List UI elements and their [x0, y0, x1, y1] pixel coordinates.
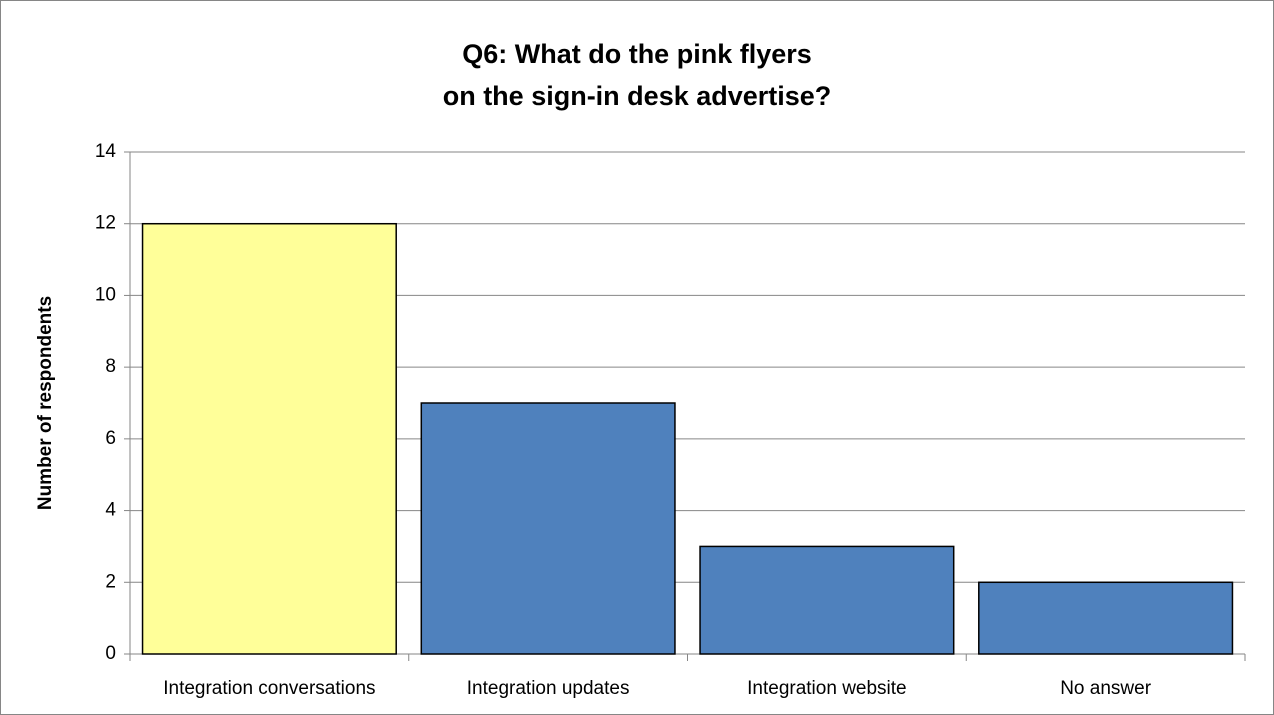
bar — [699, 545, 955, 655]
y-tick-label: 14 — [95, 141, 117, 162]
bar — [978, 581, 1234, 655]
y-tick-label: 10 — [95, 284, 116, 305]
y-tick-label: 2 — [105, 571, 116, 592]
y-axis-label: Number of respondents — [35, 296, 56, 510]
x-tick-label: Integration updates — [467, 678, 630, 699]
y-tick-label: 0 — [105, 643, 116, 664]
y-tick-label: 6 — [105, 428, 116, 449]
bar — [420, 402, 676, 655]
x-tick-label: No answer — [1060, 678, 1151, 699]
chart-title: Q6: What do the pink flyers — [462, 39, 812, 69]
y-tick-label: 8 — [105, 356, 116, 377]
bar — [141, 222, 397, 655]
y-tick-label: 4 — [105, 500, 116, 521]
x-tick-label: Integration website — [747, 678, 907, 699]
y-tick-label: 12 — [95, 213, 116, 234]
chart-title: on the sign-in desk advertise? — [443, 81, 832, 111]
x-tick-label: Integration conversations — [163, 678, 375, 699]
